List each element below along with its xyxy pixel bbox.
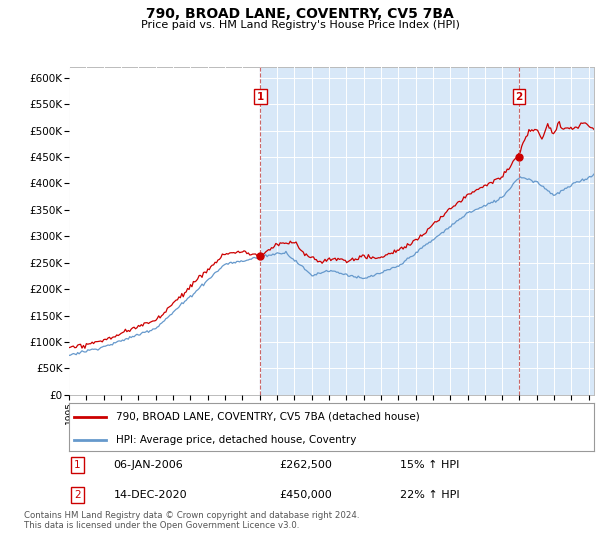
Text: Contains HM Land Registry data © Crown copyright and database right 2024.
This d: Contains HM Land Registry data © Crown c…	[24, 511, 359, 530]
Text: 22% ↑ HPI: 22% ↑ HPI	[400, 490, 460, 500]
Text: £262,500: £262,500	[279, 460, 332, 470]
Text: HPI: Average price, detached house, Coventry: HPI: Average price, detached house, Cove…	[116, 435, 356, 445]
Text: 14-DEC-2020: 14-DEC-2020	[113, 490, 187, 500]
Text: 790, BROAD LANE, COVENTRY, CV5 7BA: 790, BROAD LANE, COVENTRY, CV5 7BA	[146, 7, 454, 21]
Text: 2: 2	[515, 92, 523, 102]
Text: 06-JAN-2006: 06-JAN-2006	[113, 460, 184, 470]
Text: 790, BROAD LANE, COVENTRY, CV5 7BA (detached house): 790, BROAD LANE, COVENTRY, CV5 7BA (deta…	[116, 412, 420, 422]
Text: 2: 2	[74, 490, 81, 500]
Text: 1: 1	[257, 92, 264, 102]
Text: Price paid vs. HM Land Registry's House Price Index (HPI): Price paid vs. HM Land Registry's House …	[140, 20, 460, 30]
Text: £450,000: £450,000	[279, 490, 332, 500]
Text: 15% ↑ HPI: 15% ↑ HPI	[400, 460, 459, 470]
Bar	[260, 67, 594, 395]
Text: 1: 1	[74, 460, 81, 470]
